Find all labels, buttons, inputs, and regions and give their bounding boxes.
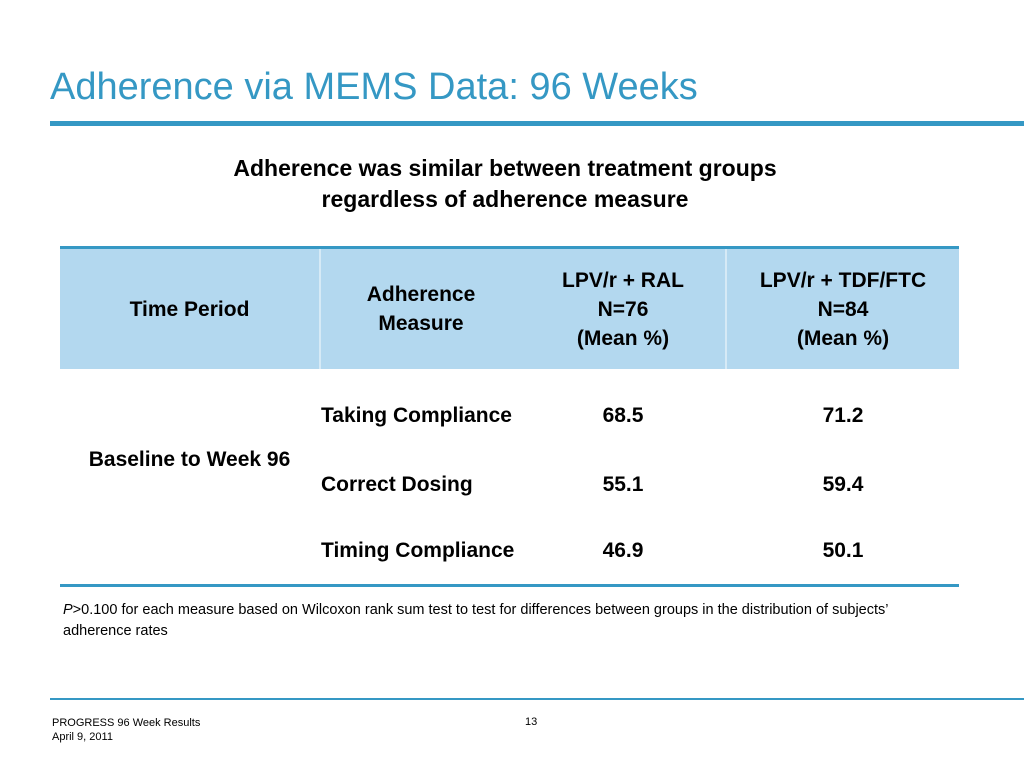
header-group1-line-2: N=76 [597,297,649,321]
header-measure-line-2: Measure [378,312,464,335]
footer-divider [50,698,1024,700]
header-group2-line-3: (Mean %) [796,326,890,350]
measure-cell: Correct Dosing [321,473,473,496]
group2-value-cell: 50.1 [822,539,864,562]
table-bottom-border [60,584,959,587]
header-time-period-label: Time Period [129,297,250,321]
group1-value-cell: 46.9 [602,539,644,562]
subtitle-line-1: Adherence was similar between treatment … [233,155,777,181]
footnote: P>0.100 for each measure based on Wilcox… [63,600,953,642]
group1-value-cell: 68.5 [602,404,644,427]
footnote-p-symbol: P [63,602,73,618]
footer-info: PROGRESS 96 Week Results April 9, 2011 [52,716,200,744]
header-divider [319,249,321,369]
footnote-text: >0.100 for each measure based on Wilcoxo… [63,602,888,639]
page-number: 13 [525,716,538,728]
header-group1-line-3: (Mean %) [576,326,670,350]
header-adherence-measure: Adherence Measure [321,249,521,369]
measure-cell: Taking Compliance [321,404,512,427]
footer-study-name: PROGRESS 96 Week Results [52,717,201,729]
header-group-ral: LPV/r + RAL N=76 (Mean %) [521,249,725,369]
slide-subtitle: Adherence was similar between treatment … [0,153,1010,215]
title-divider [50,121,1024,126]
slide-title: Adherence via MEMS Data: 96 Weeks [50,66,698,108]
table-header-row: Time Period Adherence Measure LPV/r + RA… [60,249,959,369]
header-divider [725,249,727,369]
measure-cell: Timing Compliance [321,539,515,562]
time-period-cell: Baseline to Week 96 [88,448,291,471]
subtitle-line-2: regardless of adherence measure [321,186,689,212]
header-measure-line-1: Adherence [366,283,476,306]
header-group2-line-1: LPV/r + TDF/FTC [759,268,927,292]
table-top-border [60,246,959,249]
header-group-tdf-ftc: LPV/r + TDF/FTC N=84 (Mean %) [727,249,959,369]
header-time-period: Time Period [60,249,319,369]
header-group1-line-1: LPV/r + RAL [562,268,684,292]
footer-date: April 9, 2011 [52,731,113,743]
header-group2-line-2: N=84 [817,297,869,321]
group1-value-cell: 55.1 [602,473,644,496]
group2-value-cell: 71.2 [822,404,864,427]
group2-value-cell: 59.4 [822,473,864,496]
